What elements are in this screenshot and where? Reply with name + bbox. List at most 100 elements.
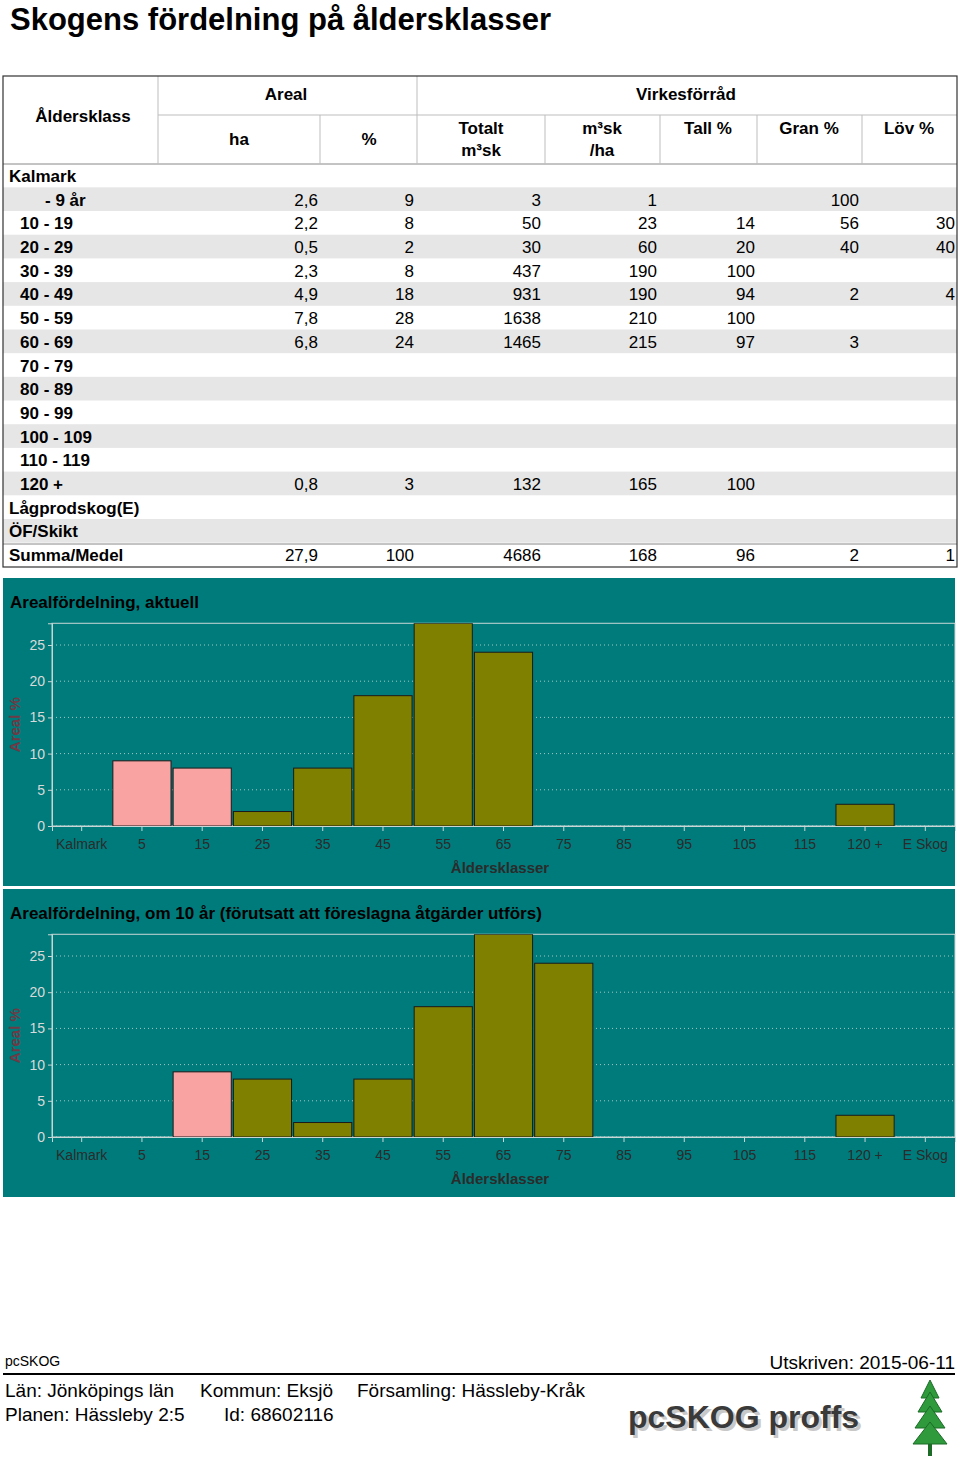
tick-mark (202, 1137, 203, 1142)
table-rule (417, 76, 418, 164)
bars (113, 623, 894, 826)
tick: 0 (37, 1129, 52, 1145)
grid (52, 645, 955, 826)
tick: 115 (794, 1137, 817, 1163)
tick-mark (443, 826, 444, 831)
table-cell: 24 (395, 333, 414, 352)
tick: 25 (255, 826, 271, 852)
y-axis: 0510152025 (29, 935, 52, 1145)
bar (414, 1007, 472, 1137)
row-label: 100 - 109 (20, 428, 92, 447)
table-cell: 7,8 (294, 309, 318, 328)
tick-mark (503, 1137, 504, 1142)
row-label: 20 - 29 (20, 238, 73, 257)
bar (535, 963, 593, 1137)
footer: pcSKOGUtskriven: 2015-06-11Län: Jönköpin… (3, 1352, 955, 1456)
tick-mark (804, 826, 805, 831)
table-rule (757, 115, 758, 164)
tick: 75 (556, 826, 572, 852)
tick-label: 25 (255, 836, 271, 852)
table-cell: 4686 (503, 546, 541, 565)
row-label: 110 - 119 (20, 451, 90, 470)
tick: 120 + (847, 1137, 882, 1163)
row-label: Kalmark (9, 167, 77, 186)
table-cell: 931 (513, 285, 541, 304)
location: Kommun: Eksjö (200, 1380, 333, 1401)
panel-background (3, 889, 955, 1197)
table-cell: 1638 (503, 309, 541, 328)
table-cell: 3 (850, 333, 859, 352)
table-cell: 190 (629, 285, 657, 304)
bar (233, 1079, 291, 1137)
header-cell: Åldersklass (35, 107, 130, 126)
tick-label: 115 (794, 836, 817, 852)
tick: 15 (29, 1020, 52, 1036)
bar (836, 1115, 894, 1137)
table-cell: 190 (629, 262, 657, 281)
tick-label: 25 (29, 637, 45, 653)
table-cell: 94 (736, 285, 755, 304)
tick-mark (48, 717, 52, 718)
tick-label: E Skog (903, 836, 948, 852)
tick-mark (624, 826, 625, 831)
tick-mark (141, 1137, 142, 1142)
tick-mark (382, 1137, 383, 1142)
row-stripe (3, 519, 957, 543)
tick: 65 (496, 1137, 512, 1163)
tick: 20 (29, 673, 52, 689)
tick-mark (744, 1137, 745, 1142)
tick-label: 105 (733, 1147, 757, 1163)
tick: 15 (194, 826, 210, 852)
tick-mark (262, 826, 263, 831)
bar (294, 768, 352, 826)
tick: 75 (556, 1137, 572, 1163)
table-cell: 3 (405, 475, 414, 494)
x-axis-title: Åldersklasser (451, 859, 550, 876)
row-label: ÖF/Skikt (9, 522, 78, 541)
tick: 25 (255, 1137, 271, 1163)
y-axis: 0510152025 (29, 624, 52, 834)
tree-tier (913, 1422, 947, 1444)
tick: 55 (435, 1137, 451, 1163)
tick-label: 10 (29, 1057, 45, 1073)
header-cell: % (361, 130, 376, 149)
table-cell: 9 (405, 191, 414, 210)
table-cell: 18 (395, 285, 414, 304)
table-cell: 100 (831, 191, 859, 210)
table-cell: 97 (736, 333, 755, 352)
row-stripe (3, 235, 957, 259)
axis-line (48, 624, 53, 827)
tick-label: 95 (676, 836, 692, 852)
tick-label: 0 (37, 818, 45, 834)
bars (173, 934, 894, 1137)
plot-frame (52, 623, 955, 826)
table-cell: 23 (638, 214, 657, 233)
tick-label: Kalmark (56, 1147, 108, 1163)
print-date: Utskriven: 2015-06-11 (769, 1352, 955, 1373)
tick-label: 0 (37, 1129, 45, 1145)
table-cell: 2,6 (294, 191, 318, 210)
tick-label: 20 (29, 673, 45, 689)
page-title: Skogens fördelning på åldersklasser (10, 2, 551, 37)
plan: Id: 68602116 (224, 1404, 334, 1425)
header-cell: Areal (265, 85, 308, 104)
row-label: 40 - 49 (20, 285, 73, 304)
tick-label: 5 (138, 1147, 146, 1163)
tick-mark (48, 992, 52, 993)
tick-label: 55 (435, 836, 451, 852)
table-rule (158, 76, 159, 164)
tick-mark (322, 1137, 323, 1142)
tick: 115 (794, 826, 817, 852)
tick-label: 15 (194, 1147, 210, 1163)
table-cell: 30 (522, 238, 541, 257)
bar (294, 1123, 352, 1137)
table-rule (660, 115, 661, 164)
tick: 120 + (847, 826, 882, 852)
header-cell: Virkesförråd (636, 85, 736, 104)
tick-mark (48, 645, 52, 646)
table-cell: 437 (513, 262, 541, 281)
tick-label: 115 (794, 1147, 817, 1163)
header-cell: m³sk (461, 141, 501, 160)
chart-title: Arealfördelning, om 10 år (förutsatt att… (10, 904, 542, 923)
data-table: ÅldersklassArealVirkesförrådha%Totaltm³s… (3, 76, 957, 567)
